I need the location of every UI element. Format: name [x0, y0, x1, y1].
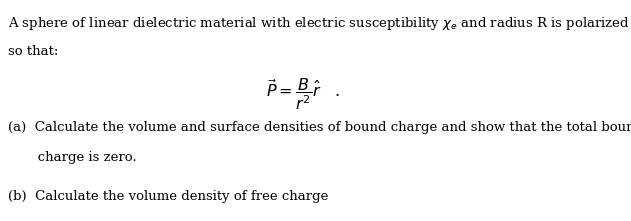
Text: (b)  Calculate the volume density of free charge: (b) Calculate the volume density of free…	[8, 190, 328, 203]
Text: charge is zero.: charge is zero.	[8, 151, 136, 164]
Text: (a)  Calculate the volume and surface densities of bound charge and show that th: (a) Calculate the volume and surface den…	[8, 121, 631, 134]
Text: A sphere of linear dielectric material with electric susceptibility $\chi_e$ and: A sphere of linear dielectric material w…	[8, 15, 630, 32]
Text: $\vec{P} = \dfrac{B}{r^2}\hat{r}$   .: $\vec{P} = \dfrac{B}{r^2}\hat{r}$ .	[266, 77, 339, 112]
Text: so that:: so that:	[8, 45, 58, 58]
